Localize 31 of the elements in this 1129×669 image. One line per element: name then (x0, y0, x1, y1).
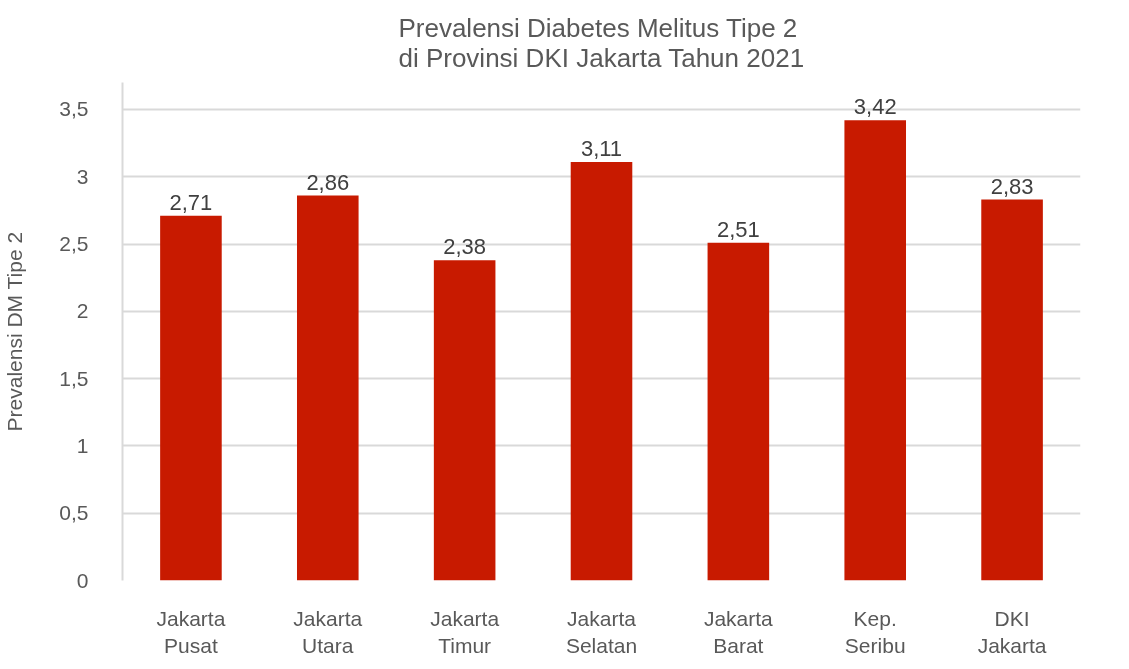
bar (160, 215, 222, 581)
y-tick-label: 3,5 (59, 97, 89, 121)
data-label: 3,11 (580, 135, 623, 161)
bar (433, 260, 496, 581)
chart-title: Prevalensi Diabetes Melitus Tipe 2 di Provinsi DKI Jakarta Tahun 2021 (398, 12, 805, 73)
bar (296, 195, 359, 581)
x-tick-label: Jakarta Selatan (565, 606, 638, 658)
y-tick-label: 0,5 (59, 501, 89, 525)
y-tick-label: 1 (76, 433, 89, 457)
x-tick-label: Jakarta Utara (293, 606, 363, 658)
data-label: 2,51 (716, 216, 760, 242)
data-label: 3,42 (853, 94, 897, 120)
x-tick-label: Jakarta Timur (430, 606, 500, 658)
x-tick-label: Kep. Seribu (844, 606, 906, 658)
y-tick-label: 1,5 (59, 366, 89, 390)
y-axis-title: Prevalensi DM Tipe 2 (3, 231, 27, 432)
x-tick-label: Jakarta Pusat (156, 606, 226, 658)
bar (570, 161, 633, 581)
bar (981, 199, 1043, 581)
y-tick-label: 0 (76, 568, 89, 592)
y-tick-label: 3 (76, 164, 89, 188)
data-label: 2,71 (169, 189, 213, 215)
data-label: 2,83 (990, 173, 1034, 199)
y-tick-label: 2,5 (59, 232, 89, 256)
x-tick-label: Jakarta Barat (703, 606, 774, 658)
x-tick-label: DKI Jakarta (977, 606, 1047, 658)
data-label: 2,86 (306, 169, 350, 195)
bar (707, 242, 770, 581)
y-tick-label: 2 (76, 299, 89, 323)
bar (844, 120, 907, 581)
data-label: 2,38 (443, 234, 487, 260)
